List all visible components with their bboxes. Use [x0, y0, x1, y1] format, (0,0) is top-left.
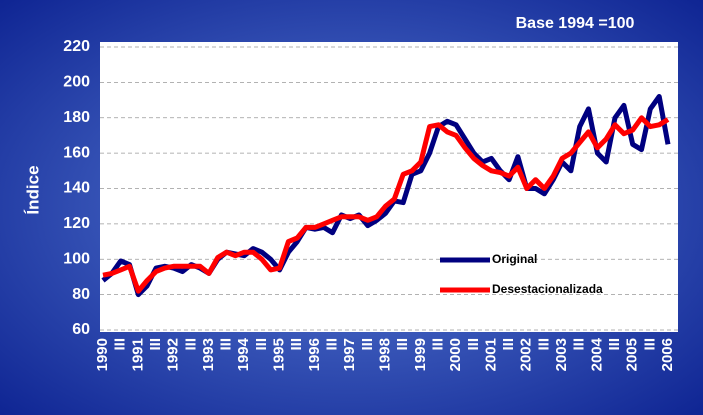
x-tick-label: III — [571, 338, 588, 351]
x-tick-label: 1990 — [94, 338, 111, 371]
x-tick-label: III — [394, 338, 411, 351]
legend-label: Desestacionalizada — [492, 282, 603, 296]
x-tick-label: III — [429, 338, 446, 351]
x-tick-label: III — [606, 338, 623, 351]
x-tick-label: 2003 — [553, 338, 570, 371]
y-tick-label: 180 — [63, 109, 90, 126]
x-tick-label: III — [147, 338, 164, 351]
annotation: Base 1994 =100 — [516, 15, 635, 32]
x-tick-label: 1993 — [200, 338, 217, 371]
x-tick-label: III — [324, 338, 341, 351]
legend-label: Original — [492, 252, 537, 266]
y-tick-label: 100 — [63, 250, 90, 267]
x-tick-label: 2001 — [482, 338, 499, 371]
x-tick-label: 1997 — [341, 338, 358, 371]
y-tick-label: 120 — [63, 215, 90, 232]
y-tick-label: 160 — [63, 144, 90, 161]
y-tick-label: 200 — [63, 74, 90, 91]
x-tick-label: III — [535, 338, 552, 351]
x-tick-label: III — [253, 338, 270, 351]
x-tick-label: III — [182, 338, 199, 351]
x-tick-label: 1998 — [376, 338, 393, 371]
plot-area — [100, 42, 678, 332]
x-tick-label: 1992 — [165, 338, 182, 371]
line-series — [102, 115, 670, 294]
y-tick-label: 140 — [63, 180, 90, 197]
x-tick-label: 1996 — [306, 338, 323, 371]
x-tick-label: 2000 — [447, 338, 464, 371]
x-tick-label: 2004 — [588, 337, 605, 371]
x-tick-label: III — [218, 338, 235, 351]
x-tick-label: III — [500, 338, 517, 351]
y-tick-label: 220 — [63, 38, 90, 55]
x-tick-label: 1994 — [235, 337, 252, 371]
y-tick-label: 80 — [72, 286, 90, 303]
x-tick-label: III — [641, 338, 658, 351]
x-tick-label: III — [288, 338, 305, 351]
x-tick-label: 2006 — [659, 338, 676, 371]
x-tick-label: 2005 — [624, 338, 641, 371]
x-tick-label: 1995 — [271, 338, 288, 371]
x-tick-label: III — [465, 338, 482, 351]
x-tick-label: III — [112, 338, 129, 351]
x-tick-label: 1991 — [129, 338, 146, 371]
x-tick-label: III — [359, 338, 376, 351]
y-axis-label: Índice — [23, 165, 42, 214]
x-tick-label: 2002 — [518, 338, 535, 371]
x-tick-label: 1999 — [412, 338, 429, 371]
y-tick-label: 60 — [72, 321, 90, 338]
